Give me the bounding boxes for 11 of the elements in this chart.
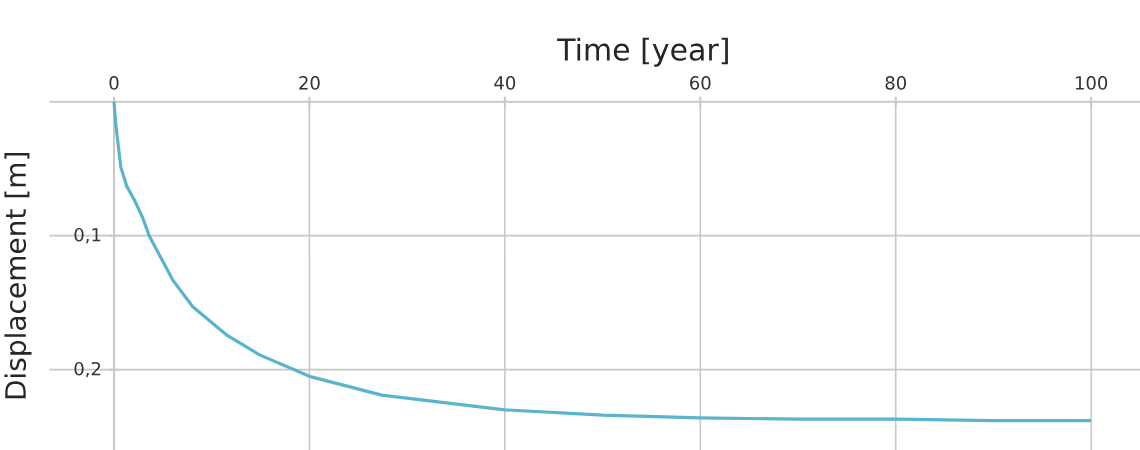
x-axis-title: Time [year] [557, 37, 728, 67]
y-axis-title: Displacement [m] [4, 153, 32, 399]
y-tick-label: 0,2 [74, 361, 101, 378]
x-tick-label: 80 [885, 76, 906, 90]
x-tick-label: 0 [109, 76, 119, 90]
y-tick-label: 0,1 [74, 227, 101, 244]
line-series [112, 100, 1093, 423]
x-tick-label: 60 [690, 76, 711, 90]
x-tick-label: 100 [1075, 76, 1108, 90]
x-tick-label: 40 [494, 76, 516, 90]
x-tick-label: 20 [299, 76, 320, 90]
